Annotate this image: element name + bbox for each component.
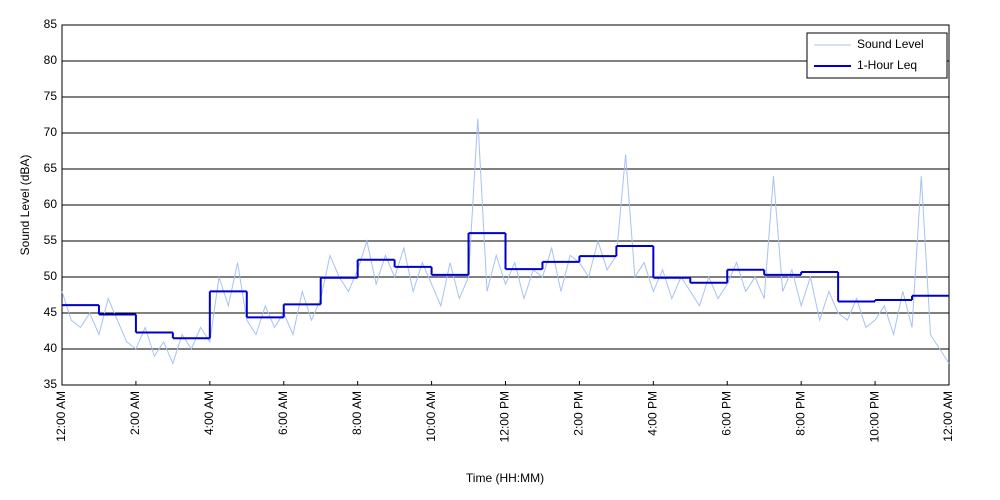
- x-tick-label: 12:00 AM: [941, 391, 955, 442]
- x-tick-label: 2:00 AM: [128, 391, 142, 435]
- x-tick-label: 10:00 PM: [867, 391, 881, 442]
- y-tick-label: 60: [44, 197, 58, 211]
- x-tick-label: 2:00 PM: [572, 391, 586, 436]
- x-tick-label: 4:00 PM: [646, 391, 660, 436]
- y-tick-label: 85: [44, 17, 58, 31]
- y-tick-label: 40: [44, 341, 58, 355]
- legend-label: 1-Hour Leq: [857, 58, 917, 72]
- legend-box: [806, 32, 948, 79]
- y-tick-label: 70: [44, 125, 58, 139]
- x-tick-label: 8:00 PM: [793, 391, 807, 436]
- legend-label: Sound Level: [857, 37, 924, 51]
- x-tick-label: 4:00 AM: [202, 391, 216, 435]
- y-tick-label: 80: [44, 53, 58, 67]
- y-tick-label: 45: [44, 305, 58, 319]
- y-tick-label: 55: [44, 233, 58, 247]
- y-axis-label: Sound Level (dBA): [18, 155, 32, 256]
- y-tick-label: 35: [44, 377, 58, 391]
- x-tick-label: 8:00 AM: [350, 391, 364, 435]
- x-tick-label: 6:00 AM: [276, 391, 290, 435]
- y-tick-label: 75: [44, 89, 58, 103]
- x-tick-label: 6:00 PM: [719, 391, 733, 436]
- x-tick-label: 10:00 AM: [424, 391, 438, 442]
- y-tick-label: 65: [44, 161, 58, 175]
- x-tick-label: 12:00 PM: [498, 391, 512, 442]
- x-axis-label: Time (HH:MM): [466, 471, 544, 485]
- x-tick-label: 12:00 AM: [54, 391, 68, 442]
- sound-level-line: [61, 118, 950, 365]
- y-tick-label: 50: [44, 269, 58, 283]
